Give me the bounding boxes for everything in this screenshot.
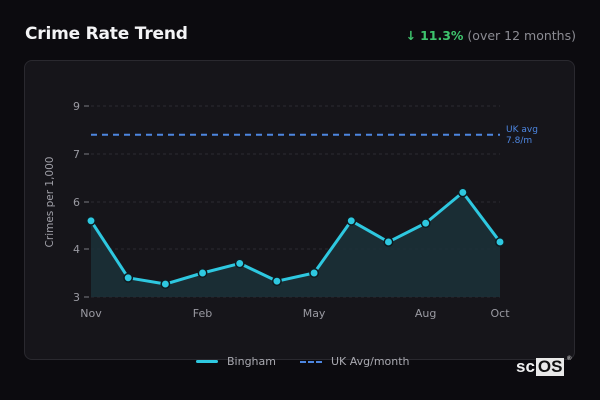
logo-prefix: sc [516, 357, 535, 376]
data-point[interactable] [234, 258, 245, 269]
chart-card [24, 60, 575, 360]
x-tick-label: Feb [193, 307, 212, 320]
uk-average-label-1: UK avg [506, 125, 538, 135]
x-tick-label: Nov [80, 307, 102, 320]
data-point[interactable] [86, 215, 96, 226]
legend-label: Bingham [227, 355, 276, 368]
legend-label: UK Avg/month [330, 355, 410, 368]
data-point[interactable] [495, 237, 505, 247]
y-tick-label: 4 [73, 243, 80, 256]
data-point[interactable] [346, 215, 357, 226]
chart-legend: Bingham UK Avg/month [196, 355, 434, 368]
data-points [86, 187, 505, 289]
legend-item-bingham[interactable]: Bingham [196, 355, 276, 368]
data-point[interactable] [197, 268, 208, 278]
delta-note: (over 12 months) [467, 28, 576, 43]
solid-line-swatch-icon [196, 360, 218, 363]
registered-mark-icon: ® [567, 356, 572, 362]
data-point[interactable] [160, 279, 171, 289]
down-arrow-icon: ↓ [405, 28, 417, 43]
data-point[interactable] [271, 276, 282, 287]
x-tick-label: Oct [490, 307, 510, 320]
data-point[interactable] [420, 218, 431, 229]
dashed-line-swatch-icon [299, 360, 322, 363]
trend-delta: ↓ 11.3% (over 12 months) [406, 28, 576, 43]
y-tick-label: 6 [73, 196, 80, 209]
uk-average-label-2: 7.8/m [506, 136, 532, 146]
series-area [91, 192, 500, 297]
data-point[interactable] [383, 237, 394, 247]
data-point[interactable] [309, 268, 320, 278]
y-tick-label: 3 [73, 291, 80, 304]
scos-logo: sc OS ® [516, 356, 571, 377]
x-tick-label: Aug [415, 307, 436, 320]
chart-title: Crime Rate Trend [25, 24, 188, 44]
y-axis-label: Crimes per 1,000 [44, 157, 56, 248]
data-point[interactable] [123, 272, 134, 283]
delta-percent: 11.3% [420, 28, 464, 43]
x-tick-label: May [303, 307, 326, 320]
logo-boxed: OS [535, 357, 565, 376]
y-tick-label: 9 [73, 100, 80, 113]
y-tick-label: 7 [73, 148, 80, 161]
data-point[interactable] [457, 187, 468, 198]
y-axis: 9 7 6 4 3 [73, 100, 89, 304]
legend-item-uk-avg[interactable]: UK Avg/month [299, 355, 410, 368]
series-line [89, 190, 502, 286]
x-axis: Nov Feb May Aug Oct [80, 307, 510, 320]
